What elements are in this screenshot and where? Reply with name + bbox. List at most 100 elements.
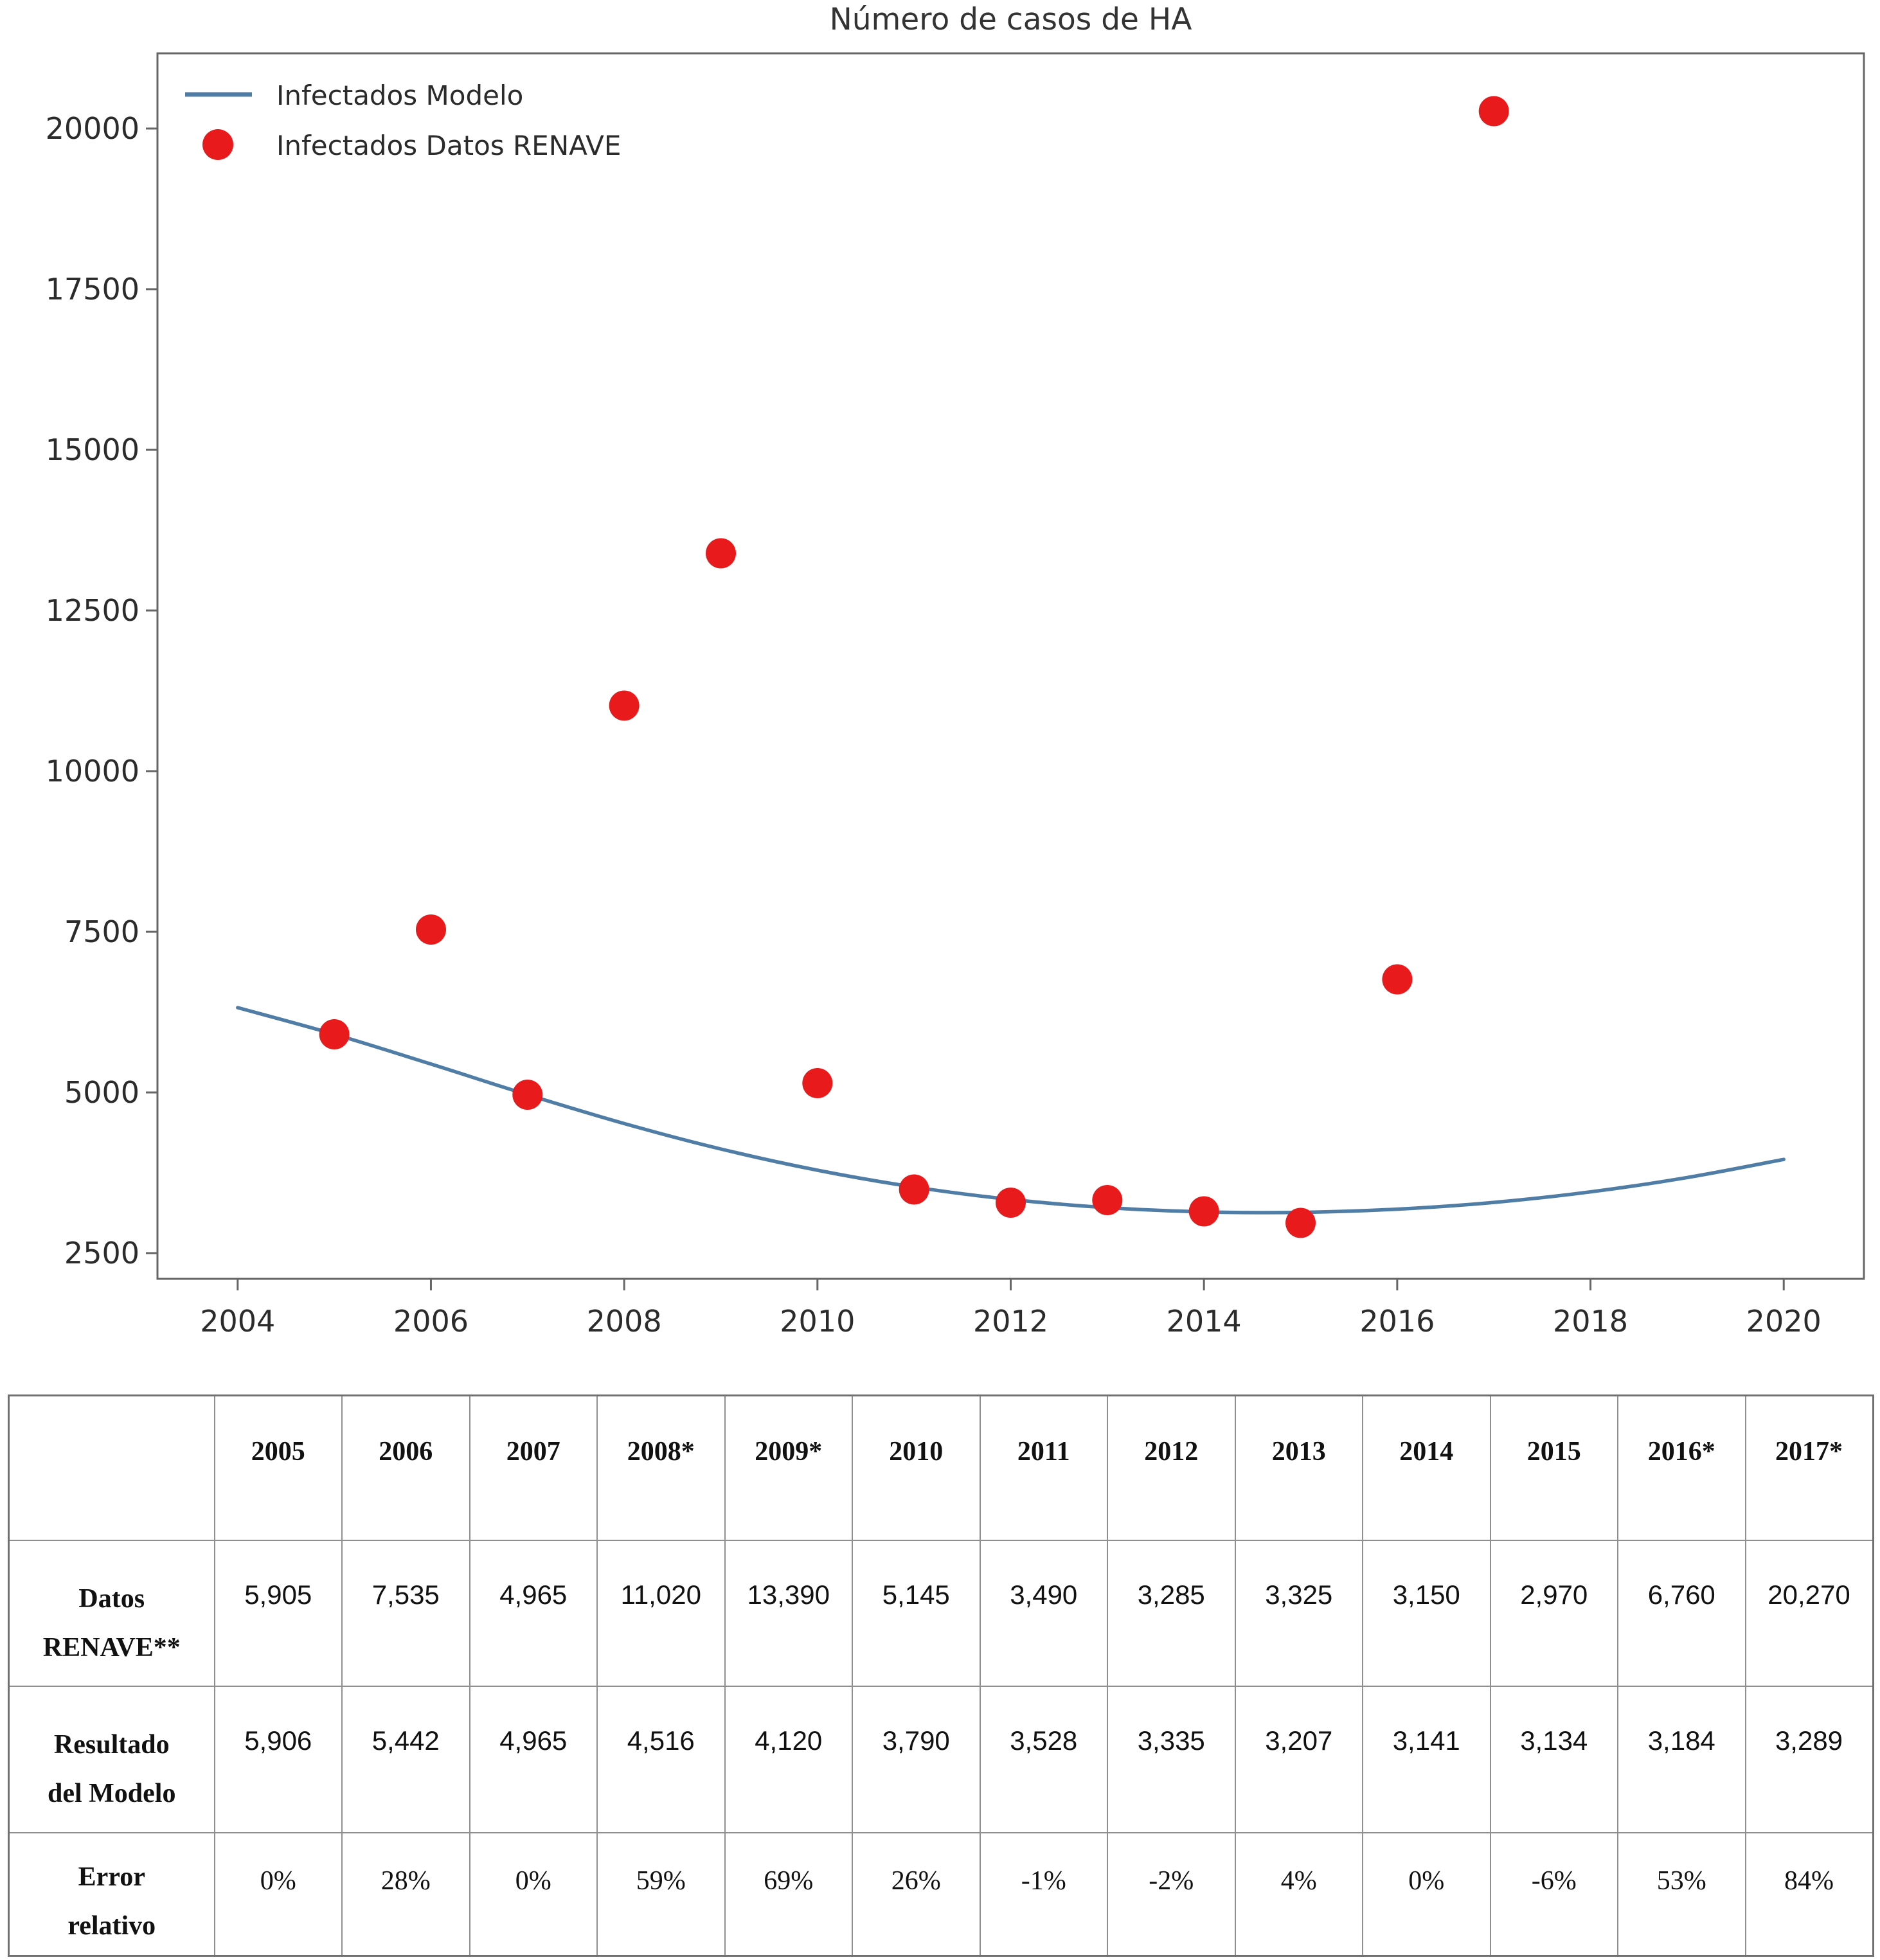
table-cell: 3,184 bbox=[1617, 1685, 1746, 1833]
table-cell: 3,150 bbox=[1362, 1539, 1491, 1687]
x-tick-label: 2020 bbox=[1746, 1304, 1822, 1339]
table-cell: 0% bbox=[1362, 1831, 1491, 1957]
table-cell: 20,270 bbox=[1744, 1539, 1874, 1687]
x-tick-label: 2004 bbox=[200, 1304, 275, 1339]
y-tick-label: 7500 bbox=[64, 914, 139, 949]
data-point bbox=[416, 914, 446, 945]
table-cell: 3,325 bbox=[1234, 1539, 1363, 1687]
row-label: Error relativo bbox=[8, 1831, 215, 1957]
data-point bbox=[802, 1068, 833, 1098]
table-cell: 2,970 bbox=[1489, 1539, 1618, 1687]
year-header-cell: 2009* bbox=[724, 1394, 853, 1541]
table-cell: 5,442 bbox=[341, 1685, 470, 1833]
results-table-container: 2005 2006 2007 2008* 2009* 2010 2011 2012 2013 20… bbox=[8, 1394, 1874, 1957]
data-point bbox=[1092, 1185, 1123, 1215]
table-cell: 53% bbox=[1617, 1831, 1746, 1957]
y-tick-label: 20000 bbox=[46, 111, 139, 146]
x-tick-label: 2018 bbox=[1553, 1304, 1628, 1339]
plot-frame bbox=[156, 52, 1865, 1280]
data-point bbox=[899, 1174, 929, 1205]
table-cell: 4,120 bbox=[724, 1685, 853, 1833]
data-point bbox=[319, 1019, 350, 1049]
data-point bbox=[1285, 1207, 1316, 1238]
table-cell: 3,141 bbox=[1362, 1685, 1491, 1833]
table-cell: -2% bbox=[1107, 1831, 1236, 1957]
x-tick-label: 2016 bbox=[1359, 1304, 1435, 1339]
results-table: 2005 2006 2007 2008* 2009* 2010 2011 2012 2013 20… bbox=[8, 1394, 1874, 1957]
year-header-cell: 2010 bbox=[852, 1394, 981, 1541]
row-label-line: Resultado bbox=[53, 1729, 170, 1760]
table-cell: 3,335 bbox=[1107, 1685, 1236, 1833]
y-tick-label: 10000 bbox=[46, 754, 139, 788]
y-tick-label: 15000 bbox=[46, 432, 139, 467]
year-header-cell: 2011 bbox=[979, 1394, 1108, 1541]
table-cell: 13,390 bbox=[724, 1539, 853, 1687]
year-header-cell: 2012 bbox=[1107, 1394, 1236, 1541]
table-cell: -6% bbox=[1489, 1831, 1618, 1957]
table-cell: 28% bbox=[341, 1831, 470, 1957]
data-point bbox=[996, 1188, 1026, 1218]
data-point bbox=[706, 538, 736, 569]
x-tick-label: 2014 bbox=[1167, 1304, 1242, 1339]
renave-data-row: Datos RENAVE** 5,905 7,535 4,965 11,020 13,390… bbox=[8, 1539, 1874, 1687]
legend-label-renave: Infectados Datos RENAVE bbox=[276, 130, 621, 161]
table-cell: 4,516 bbox=[596, 1685, 726, 1833]
y-tick-label: 5000 bbox=[64, 1075, 139, 1110]
year-header-cell: 2007 bbox=[469, 1394, 598, 1541]
table-cell: 3,207 bbox=[1234, 1685, 1363, 1833]
row-label-line: relativo bbox=[67, 1911, 156, 1941]
year-header-cell: 2005 bbox=[213, 1394, 343, 1541]
x-tick-label: 2006 bbox=[393, 1304, 469, 1339]
row-label-line: Error bbox=[78, 1862, 145, 1892]
year-header-cell: 2013 bbox=[1234, 1394, 1363, 1541]
x-tick-label: 2012 bbox=[973, 1304, 1048, 1339]
y-tick-label: 17500 bbox=[46, 272, 139, 307]
table-cell: 0% bbox=[469, 1831, 598, 1957]
table-cell: 3,790 bbox=[852, 1685, 981, 1833]
year-header-cell: 2017* bbox=[1744, 1394, 1874, 1541]
data-point bbox=[1382, 964, 1413, 995]
cases-chart: 2004 2006 2008 2010 2012 2014 2016 2018 2020 2500… bbox=[46, 2, 1865, 1339]
year-header-cell: 2015 bbox=[1489, 1394, 1618, 1541]
data-point bbox=[512, 1080, 543, 1110]
table-cell: 6,760 bbox=[1617, 1539, 1746, 1687]
table-cell: 5,906 bbox=[213, 1685, 343, 1833]
row-label-line: Datos bbox=[78, 1583, 145, 1614]
table-cell: 5,905 bbox=[213, 1539, 343, 1687]
table-cell: 3,285 bbox=[1107, 1539, 1236, 1687]
table-cell: 4% bbox=[1234, 1831, 1363, 1957]
table-cell: 4,965 bbox=[469, 1539, 598, 1687]
data-point bbox=[1478, 96, 1509, 127]
table-cell: 7,535 bbox=[341, 1539, 470, 1687]
table-cell: 4,965 bbox=[469, 1685, 598, 1833]
chart-title: Número de casos de HA bbox=[830, 2, 1192, 37]
x-tick-label: 2008 bbox=[587, 1304, 662, 1339]
table-cell: 84% bbox=[1744, 1831, 1874, 1957]
row-label-line: RENAVE** bbox=[42, 1632, 181, 1662]
table-cell: 59% bbox=[596, 1831, 726, 1957]
corner-cell bbox=[8, 1394, 215, 1541]
table-cell: 5,145 bbox=[852, 1539, 981, 1687]
legend-label-model: Infectados Modelo bbox=[276, 80, 523, 111]
row-label-line: del Modelo bbox=[48, 1778, 176, 1808]
table-cell: 3,134 bbox=[1489, 1685, 1618, 1833]
data-point bbox=[1188, 1196, 1219, 1227]
table-cell: -1% bbox=[979, 1831, 1108, 1957]
table-cell: 11,020 bbox=[596, 1539, 726, 1687]
year-header-cell: 2014 bbox=[1362, 1394, 1491, 1541]
model-line bbox=[236, 1006, 1786, 1215]
row-label: Datos RENAVE** bbox=[8, 1539, 215, 1687]
y-tick-label: 2500 bbox=[64, 1236, 139, 1270]
x-tick-label: 2010 bbox=[780, 1304, 855, 1339]
table-cell: 3,490 bbox=[979, 1539, 1108, 1687]
y-tick-label: 12500 bbox=[46, 593, 139, 628]
legend-dot-sample bbox=[202, 129, 233, 160]
table-cell: 0% bbox=[213, 1831, 343, 1957]
table-cell: 69% bbox=[724, 1831, 853, 1957]
model-result-row: Resultado del Modelo 5,906 5,442 4,965 4,516 4… bbox=[8, 1685, 1874, 1833]
year-header-cell: 2008* bbox=[596, 1394, 726, 1541]
year-header-cell: 2006 bbox=[341, 1394, 470, 1541]
data-point bbox=[609, 690, 640, 721]
table-cell: 3,289 bbox=[1744, 1685, 1874, 1833]
